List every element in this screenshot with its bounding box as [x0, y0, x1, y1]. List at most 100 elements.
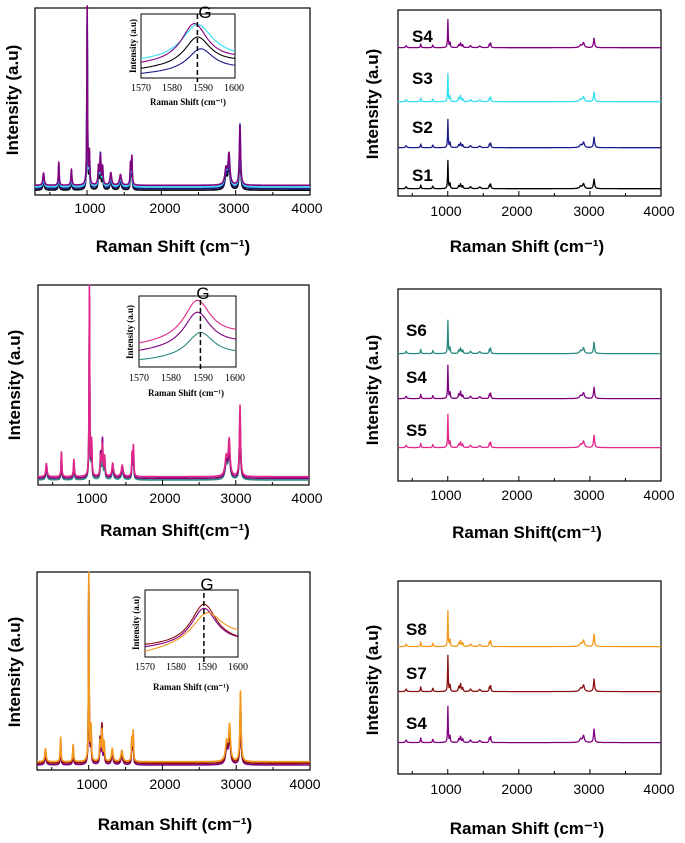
inset-x-tick: 1600: [228, 662, 248, 673]
inset-x-tick: 1580: [166, 662, 186, 673]
x-tick-label: 1000: [74, 200, 105, 216]
spectrum-line: [397, 654, 662, 693]
spectrum-line: [397, 319, 662, 355]
x-tick-label: 2000: [501, 203, 532, 219]
inset-line: [140, 22, 236, 63]
x-tick-label: 2000: [149, 776, 180, 792]
plot-frame: [37, 284, 310, 486]
inset-line: [138, 331, 237, 361]
sample-label: S4: [406, 368, 427, 387]
inset-x-label: Raman Shift (cm⁻¹): [148, 388, 224, 398]
y-axis-label: Intensity (a.u): [5, 617, 24, 728]
sample-label: S4: [412, 27, 433, 46]
panel-bottom-left: 1000 2000 3000 4000 Raman Shift (cm⁻¹) I…: [5, 571, 321, 834]
sample-label: S1: [412, 166, 433, 185]
spectrum-line: [397, 609, 662, 648]
y-axis-label: Intensity (a.u): [363, 49, 382, 160]
g-band-label: G: [196, 284, 209, 303]
x-axis-label: Raman Shift (cm⁻¹): [450, 237, 604, 256]
x-ticks: [411, 769, 626, 774]
y-axis-label: Intensity (a.u): [3, 45, 22, 156]
y-axis-label: Intensity (a.u): [363, 335, 382, 446]
spectrum-line: [397, 159, 662, 190]
sample-label: S8: [406, 620, 427, 639]
sample-label: S4: [406, 714, 427, 733]
inset-line: [144, 607, 239, 648]
inset-y-label: Intensity (a.u): [125, 305, 135, 359]
spectrum-line: [397, 364, 662, 400]
spectrum-line: [34, 15, 311, 188]
inset-line: [138, 311, 237, 351]
plot-frame: [397, 9, 662, 197]
inset-line: [144, 612, 239, 652]
y-axis-label: Intensity (a.u): [5, 330, 24, 441]
plot-frame: [34, 7, 311, 196]
inset-x-tick: 1590: [193, 373, 213, 384]
panel-middle-right: S6 S4 S5 1000 2000 3000 4000 Raman Shift…: [363, 288, 675, 542]
inset-lines: [138, 299, 237, 361]
g-band-label: G: [198, 3, 211, 22]
x-axis-label: Raman Shift (cm⁻¹): [96, 237, 250, 256]
inset-x-tick: 1580: [161, 373, 181, 384]
x-axis-label: Raman Shift(cm⁻¹): [452, 523, 602, 542]
spectra-lines: [34, 5, 311, 191]
x-tick-label: 3000: [220, 776, 251, 792]
spectrum-line: [397, 118, 662, 149]
inset-line: [140, 23, 236, 60]
spectrum-line: [397, 72, 662, 103]
x-tick-label: 3000: [220, 490, 251, 506]
panel-middle-left: 1000 2000 3000 4000 Raman Shift(cm⁻¹) In…: [5, 284, 323, 540]
inset-x-tick: 1600: [225, 373, 245, 384]
sample-label: S3: [412, 69, 433, 88]
inset-lines: [144, 603, 239, 652]
x-axis-label: Raman Shift (cm⁻¹): [98, 815, 252, 834]
inset-y-label: Intensity (a.u): [131, 596, 141, 650]
spectra-lines: [397, 319, 662, 449]
inset-x-tick: 1570: [135, 662, 155, 673]
spectra-lines: [37, 284, 310, 481]
x-tick-label: 4000: [289, 776, 320, 792]
inset-line: [140, 48, 236, 74]
sample-label: S6: [406, 321, 427, 340]
panel-top-left: 1000 2000 3000 4000 Raman Shift (cm⁻¹) I…: [3, 3, 323, 256]
inset-line: [138, 299, 237, 344]
spectrum-line: [37, 284, 310, 478]
spectrum-line: [397, 705, 662, 744]
x-ticks: [411, 191, 626, 196]
sample-label: S7: [406, 664, 427, 683]
x-tick-label: 1000: [430, 487, 461, 503]
x-ticks: [51, 765, 274, 770]
inset-line: [140, 36, 236, 69]
x-tick-label: 4000: [291, 200, 322, 216]
plot-frame: [36, 571, 311, 771]
inset-line: [144, 603, 239, 645]
x-tick-label: 4000: [643, 487, 674, 503]
x-tick-label: 1000: [430, 203, 461, 219]
panel-top-right: S4 S3 S2 S1 1000 2000 3000 4000 Raman Sh…: [363, 9, 675, 256]
spectrum-line: [36, 593, 311, 766]
inset-x-label: Raman Shift (cm⁻¹): [153, 682, 229, 692]
g-band-label: G: [200, 575, 213, 594]
spectrum-line: [34, 36, 311, 191]
x-tick-label: 3000: [573, 487, 604, 503]
x-ticks: [49, 190, 274, 195]
y-axis-label: Intensity (a.u): [363, 625, 382, 736]
x-tick-label: 2000: [149, 490, 180, 506]
spectrum-line: [36, 582, 311, 765]
spectra-lines: [397, 18, 662, 190]
spectrum-line: [397, 18, 662, 49]
inset-x-tick: 1600: [224, 83, 244, 94]
inset: G 1570 1580 1590 1600 Raman Shift (cm⁻¹)…: [125, 284, 245, 398]
spectra-lines: [36, 571, 311, 766]
inset: G 1570 1580 1590 1600 Raman Shift (cm⁻¹)…: [128, 3, 244, 107]
spectrum-line: [36, 571, 311, 763]
inset-x-label: Raman Shift (cm⁻¹): [150, 97, 226, 107]
inset-x-tick: 1570: [129, 373, 149, 384]
sample-label: S2: [412, 118, 433, 137]
spectrum-line: [34, 5, 311, 187]
inset-x-tick: 1590: [197, 662, 217, 673]
x-tick-label: 2000: [501, 781, 532, 797]
x-ticks: [52, 480, 273, 485]
inset-frame: [138, 295, 237, 368]
